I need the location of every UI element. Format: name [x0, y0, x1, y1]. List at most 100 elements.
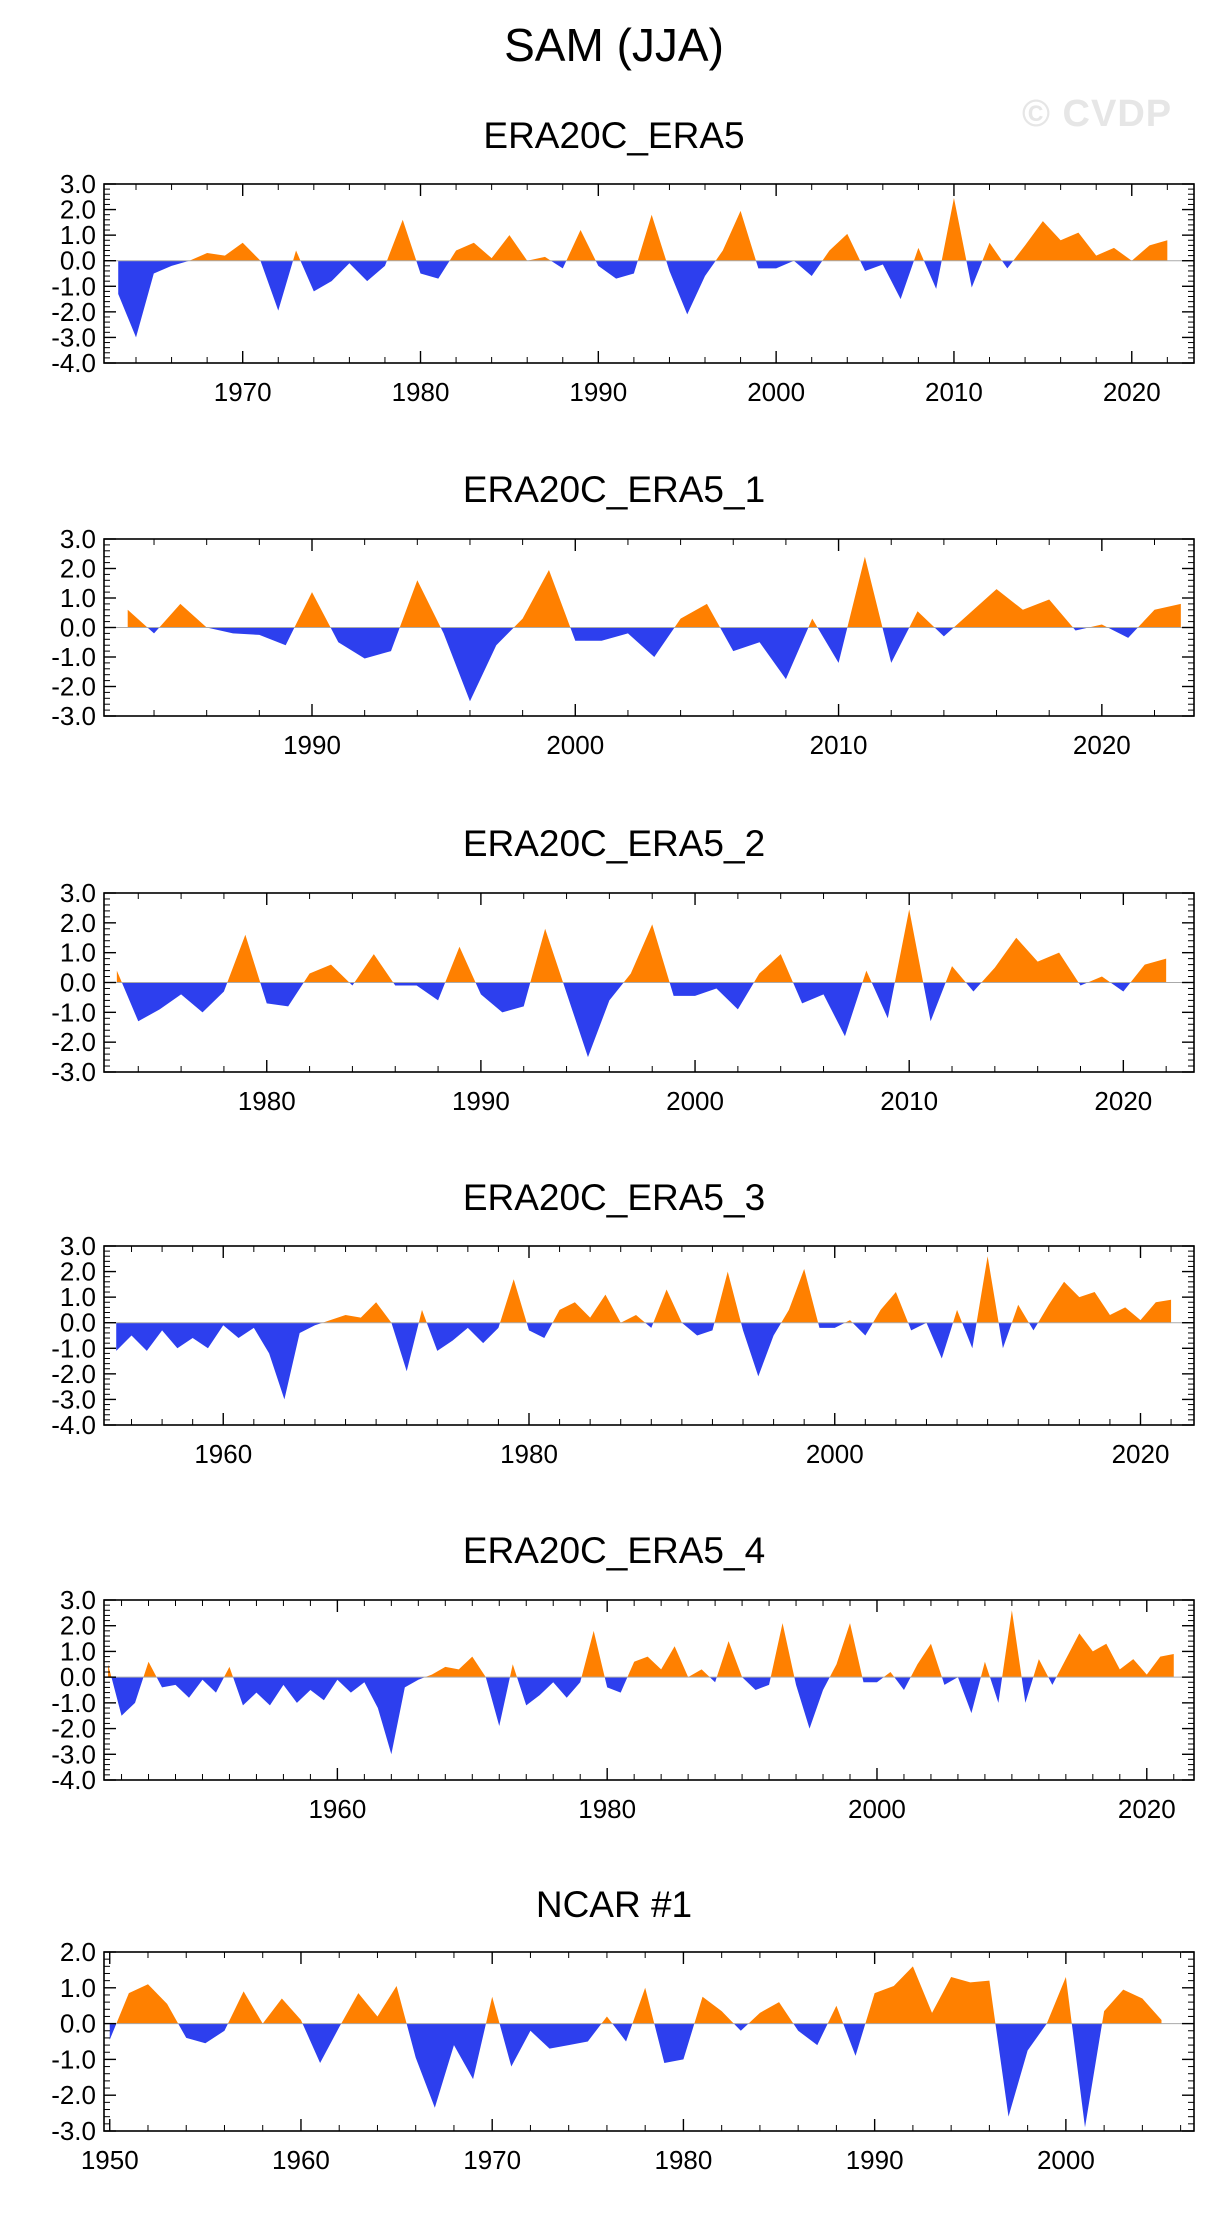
x-tick-label: 2020: [1094, 1086, 1152, 1116]
panel-3: -4.0-3.0-2.0-1.00.01.02.03.0 1960 1980 2000…: [51, 1231, 1195, 1469]
plot-frame: [103, 183, 1195, 364]
x-tick-label: 1990: [283, 730, 341, 760]
y-tick-label: 2.0: [60, 908, 96, 938]
y-tick-label: 1.0: [60, 583, 96, 613]
y-tick-label: 0.0: [60, 1662, 96, 1692]
y-tick-label: 3.0: [60, 1231, 96, 1261]
y-tick-label: -2.0: [51, 1714, 96, 1744]
x-tick-label: 1970: [463, 2145, 521, 2175]
positive-anomaly-fill: [118, 198, 1168, 261]
y-tick-label: -1.0: [51, 1688, 96, 1718]
y-tick-label: 0.0: [60, 2009, 96, 2039]
y-tick-label: 3.0: [60, 1585, 96, 1615]
x-tick-label: 2010: [925, 377, 983, 407]
panel-title-era20c-era5-3: ERA20C_ERA5_3: [462, 1177, 766, 1218]
x-tick-label: 1990: [846, 2145, 904, 2175]
panel-4: -4.0-3.0-2.0-1.00.01.02.03.0 1960 1980 2000…: [51, 1585, 1195, 1824]
negative-anomaly-fill: [118, 260, 1168, 338]
y-tick-label: -2.0: [51, 1027, 96, 1057]
panel-title-era20c-era5-4: ERA20C_ERA5_4: [462, 1530, 766, 1571]
y-tick-label: 2.0: [60, 1257, 96, 1287]
y-tick-label: 2.0: [60, 554, 96, 584]
y-tick-label: -3.0: [51, 1057, 96, 1087]
x-tick-label: 1970: [214, 377, 272, 407]
y-tick-label: 0.0: [60, 1308, 96, 1338]
y-tick-label: 1.0: [60, 1636, 96, 1666]
y-tick-label: 0.0: [60, 246, 96, 276]
x-tick-label: 1990: [452, 1086, 510, 1116]
y-tick-label: -2.0: [51, 2080, 96, 2110]
x-tick-label: 1980: [578, 1794, 636, 1824]
y-tick-label: -1.0: [51, 1333, 96, 1363]
plot-frame: [103, 1599, 1195, 1781]
y-tick-label: -3.0: [51, 1739, 96, 1769]
y-tick-label: -2.0: [51, 297, 96, 327]
x-tick-label: 2000: [747, 377, 805, 407]
positive-anomaly-fill: [109, 1966, 1162, 2024]
x-tick-label: 1960: [272, 2145, 330, 2175]
y-tick-label: 1.0: [60, 1973, 96, 2003]
y-tick-label: -4.0: [51, 1410, 96, 1440]
y-tick-label: -1.0: [51, 271, 96, 301]
panel-title-era20c-era5: ERA20C_ERA5: [483, 115, 745, 156]
x-tick-label: 2020: [1118, 1794, 1176, 1824]
x-tick-label: 2020: [1103, 377, 1161, 407]
panel-0: -4.0-3.0-2.0-1.00.01.02.03.0 1970 1980 1990…: [51, 169, 1195, 407]
x-tick-label: 2000: [666, 1086, 724, 1116]
y-tick-label: -1.0: [51, 2044, 96, 2074]
y-tick-label: 0.0: [60, 613, 96, 643]
y-tick-label: -1.0: [51, 642, 96, 672]
x-tick-label: 1960: [194, 1439, 252, 1469]
y-tick-label: 3.0: [60, 524, 96, 554]
y-tick-label: -2.0: [51, 672, 96, 702]
x-tick-label: 1960: [308, 1794, 366, 1824]
y-tick-label: -1.0: [51, 997, 96, 1027]
x-tick-label: 1980: [500, 1439, 558, 1469]
negative-anomaly-fill: [127, 627, 1181, 702]
panel-2: -3.0-2.0-1.00.01.02.03.0 1980 1990 2000 2010…: [51, 878, 1195, 1116]
negative-anomaly-fill: [116, 982, 1167, 1058]
x-tick-label: 2010: [880, 1086, 938, 1116]
x-tick-label: 1990: [569, 377, 627, 407]
y-tick-label: -2.0: [51, 1359, 96, 1389]
plot-frame: [103, 1245, 1195, 1426]
watermark-logo: © CVDP: [1022, 93, 1173, 135]
y-tick-label: 0.0: [60, 968, 96, 998]
panel-1: -3.0-2.0-1.00.01.02.03.0 1990 2000 2010 2020: [51, 524, 1195, 760]
x-tick-label: 2000: [848, 1794, 906, 1824]
y-tick-label: 2.0: [60, 1611, 96, 1641]
figure-title: SAM (JJA): [504, 19, 724, 71]
plot-frame: [103, 1951, 1195, 2132]
y-tick-label: 1.0: [60, 220, 96, 250]
positive-anomaly-fill: [127, 556, 1181, 628]
negative-anomaly-fill: [109, 2023, 1162, 2128]
panel-5: -3.0 -2.0 -1.0 0.0 1.0 2.0 1950 1960 1970 1980 199…: [51, 1937, 1195, 2175]
y-tick-label: -3.0: [51, 322, 96, 352]
y-tick-label: -4.0: [51, 1765, 96, 1795]
panel-title-era20c-era5-2: ERA20C_ERA5_2: [462, 823, 766, 864]
x-tick-label: 1980: [654, 2145, 712, 2175]
negative-anomaly-fill: [108, 1677, 1174, 1755]
y-tick-label: -3.0: [51, 2116, 96, 2146]
y-tick-label: -3.0: [51, 1384, 96, 1414]
y-tick-label: 3.0: [60, 878, 96, 908]
panel-title-ncar-1: NCAR #1: [535, 1884, 693, 1925]
x-tick-label: 2000: [1037, 2145, 1095, 2175]
x-tick-label: 2020: [1073, 730, 1131, 760]
x-tick-label: 2010: [810, 730, 868, 760]
x-tick-label: 2020: [1112, 1439, 1170, 1469]
y-tick-label: 1.0: [60, 938, 96, 968]
y-tick-label: 2.0: [60, 195, 96, 225]
x-tick-label: 2000: [806, 1439, 864, 1469]
y-tick-label: -4.0: [51, 348, 96, 378]
x-tick-label: 2000: [546, 730, 604, 760]
positive-anomaly-fill: [116, 909, 1167, 983]
panel-title-era20c-era5-1: ERA20C_ERA5_1: [462, 469, 766, 510]
positive-anomaly-fill: [116, 1256, 1172, 1323]
x-tick-label: 1950: [81, 2145, 139, 2175]
y-tick-label: 1.0: [60, 1282, 96, 1312]
x-tick-label: 1980: [392, 377, 450, 407]
negative-anomaly-fill: [116, 1322, 1172, 1400]
y-tick-label: -3.0: [51, 701, 96, 731]
